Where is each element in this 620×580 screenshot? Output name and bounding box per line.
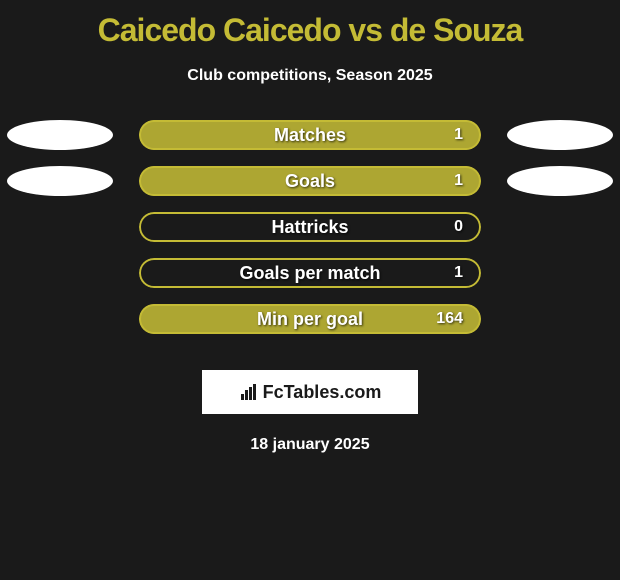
chart-icon (239, 384, 259, 400)
logo-text: FcTables.com (239, 382, 382, 403)
logo-label: FcTables.com (263, 382, 382, 403)
stat-bar: Min per goal164 (139, 304, 481, 334)
stat-label: Goals per match (139, 263, 481, 284)
stat-bar: Hattricks0 (139, 212, 481, 242)
date-text: 18 january 2025 (250, 436, 369, 454)
stat-value: 1 (454, 126, 463, 144)
player-right-ellipse (507, 166, 613, 196)
player-right-ellipse (507, 120, 613, 150)
stats-area: Matches1Goals1Hattricks0Goals per match1… (0, 120, 620, 350)
stat-value: 0 (454, 218, 463, 236)
stat-value: 164 (436, 310, 463, 328)
page-title: Caicedo Caicedo vs de Souza (98, 12, 523, 49)
stat-row: Goals1 (0, 166, 620, 196)
stat-label: Matches (139, 125, 481, 146)
stat-bar: Goals1 (139, 166, 481, 196)
stat-bar: Matches1 (139, 120, 481, 150)
stat-label: Goals (139, 171, 481, 192)
stat-bar: Goals per match1 (139, 258, 481, 288)
stat-value: 1 (454, 172, 463, 190)
logo-box[interactable]: FcTables.com (202, 370, 418, 414)
player-left-ellipse (7, 166, 113, 196)
stat-row: Min per goal164 (0, 304, 620, 334)
player-left-ellipse (7, 120, 113, 150)
stat-label: Hattricks (139, 217, 481, 238)
stat-row: Hattricks0 (0, 212, 620, 242)
subtitle: Club competitions, Season 2025 (187, 67, 432, 85)
main-container: Caicedo Caicedo vs de Souza Club competi… (0, 0, 620, 454)
stat-label: Min per goal (139, 309, 481, 330)
stat-value: 1 (454, 264, 463, 282)
stat-row: Matches1 (0, 120, 620, 150)
stat-row: Goals per match1 (0, 258, 620, 288)
